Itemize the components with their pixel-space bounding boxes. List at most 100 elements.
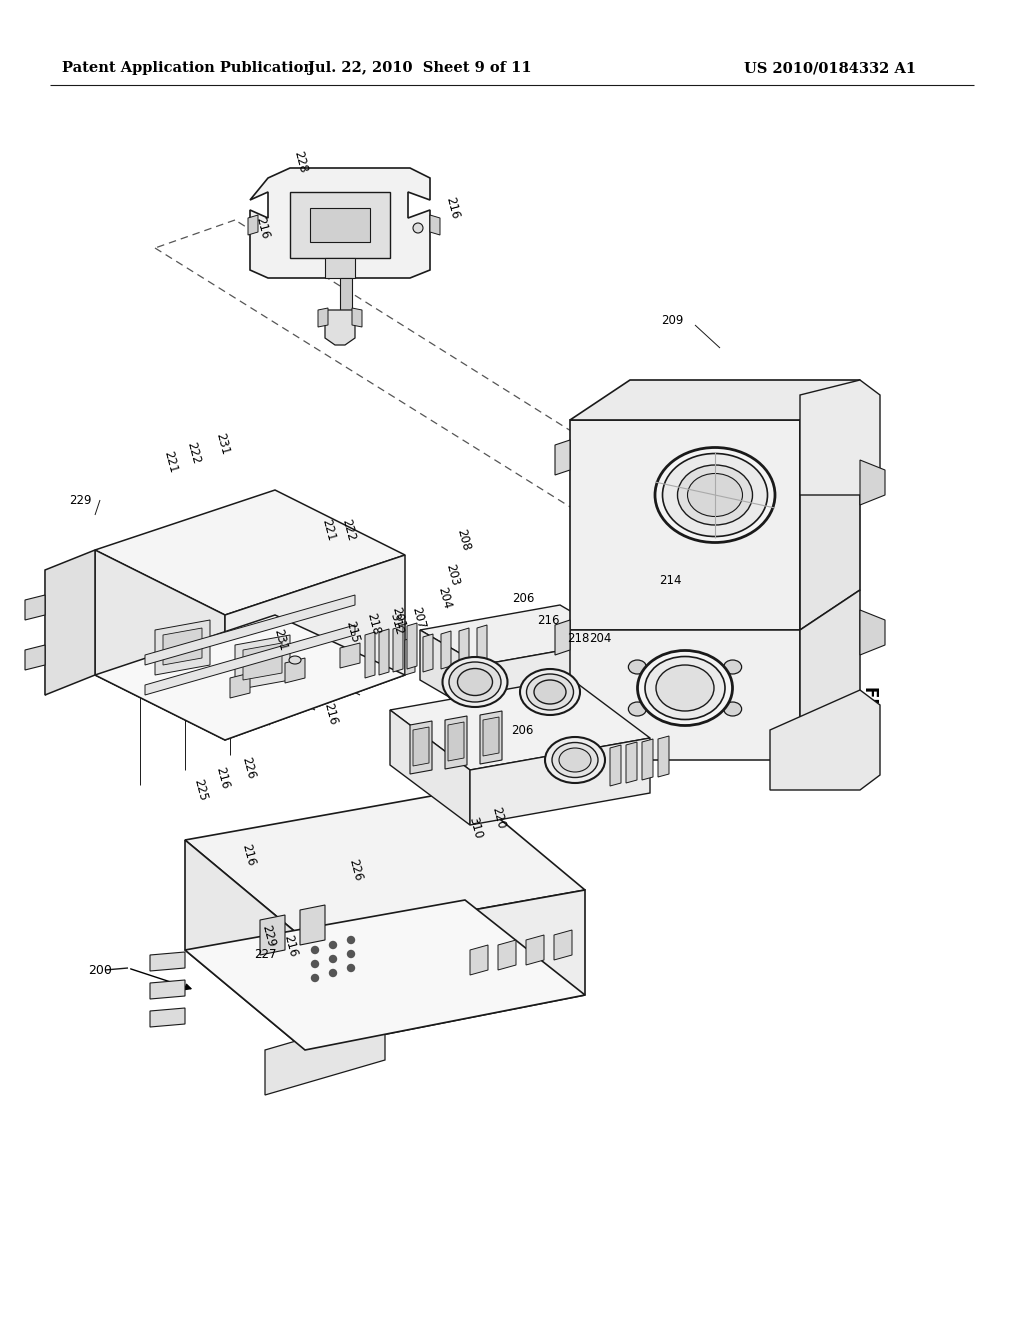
Circle shape <box>347 936 354 944</box>
Text: 218: 218 <box>567 631 589 644</box>
Text: 206: 206 <box>511 723 534 737</box>
Text: Jul. 22, 2010  Sheet 9 of 11: Jul. 22, 2010 Sheet 9 of 11 <box>308 61 531 75</box>
Polygon shape <box>526 935 544 965</box>
Text: 200: 200 <box>88 964 112 977</box>
Text: 204: 204 <box>435 586 454 610</box>
Text: 201: 201 <box>389 606 408 631</box>
Text: 229: 229 <box>259 924 278 949</box>
Polygon shape <box>265 1015 385 1096</box>
Ellipse shape <box>629 702 646 715</box>
Polygon shape <box>430 215 440 235</box>
Polygon shape <box>365 632 375 678</box>
Ellipse shape <box>534 680 566 704</box>
Polygon shape <box>423 634 433 672</box>
Polygon shape <box>570 420 800 630</box>
Polygon shape <box>413 727 429 766</box>
Ellipse shape <box>638 651 732 726</box>
Polygon shape <box>260 915 285 954</box>
Text: 231: 231 <box>213 432 231 457</box>
Polygon shape <box>230 673 250 698</box>
Ellipse shape <box>724 660 741 675</box>
Polygon shape <box>658 737 669 777</box>
Ellipse shape <box>687 474 742 516</box>
Text: 216: 216 <box>253 215 271 240</box>
Polygon shape <box>234 635 290 690</box>
Circle shape <box>311 946 318 953</box>
Polygon shape <box>310 209 370 242</box>
Circle shape <box>330 956 337 962</box>
Text: Patent Application Publication: Patent Application Publication <box>62 61 314 75</box>
Polygon shape <box>390 710 470 825</box>
Text: 227: 227 <box>254 949 276 961</box>
Polygon shape <box>410 721 432 774</box>
Polygon shape <box>325 257 355 279</box>
Text: 221: 221 <box>161 449 179 475</box>
Text: 204: 204 <box>589 631 611 644</box>
Polygon shape <box>95 490 406 615</box>
Polygon shape <box>300 906 325 945</box>
Ellipse shape <box>458 668 493 696</box>
Polygon shape <box>150 979 185 999</box>
Text: 218: 218 <box>364 611 382 636</box>
Ellipse shape <box>289 656 301 664</box>
Text: 231: 231 <box>270 627 289 652</box>
Text: 216: 216 <box>281 933 299 958</box>
Ellipse shape <box>552 742 598 777</box>
Polygon shape <box>185 900 585 1049</box>
Circle shape <box>347 965 354 972</box>
Polygon shape <box>470 945 488 975</box>
Polygon shape <box>860 610 885 655</box>
Polygon shape <box>95 550 225 741</box>
Polygon shape <box>185 840 305 1049</box>
Text: 225: 225 <box>190 777 209 803</box>
Text: 208: 208 <box>454 528 472 553</box>
Polygon shape <box>45 550 95 696</box>
Text: 216: 216 <box>442 195 461 220</box>
Polygon shape <box>800 380 880 495</box>
Ellipse shape <box>656 665 714 711</box>
Polygon shape <box>318 308 328 327</box>
Polygon shape <box>800 590 860 760</box>
Polygon shape <box>150 1008 185 1027</box>
Polygon shape <box>470 738 650 825</box>
Polygon shape <box>163 628 202 665</box>
Text: 214: 214 <box>658 573 681 586</box>
Ellipse shape <box>645 656 725 719</box>
Text: 312: 312 <box>387 611 406 636</box>
Polygon shape <box>225 554 406 741</box>
Polygon shape <box>626 742 637 783</box>
Text: 310: 310 <box>466 816 484 841</box>
Polygon shape <box>642 739 653 780</box>
Polygon shape <box>610 744 621 785</box>
Polygon shape <box>770 690 880 789</box>
Text: 222: 222 <box>339 517 357 543</box>
Polygon shape <box>25 645 45 671</box>
Polygon shape <box>145 624 355 696</box>
Text: 220: 220 <box>488 805 507 830</box>
Polygon shape <box>290 191 390 257</box>
Polygon shape <box>477 624 487 663</box>
Polygon shape <box>554 931 572 960</box>
Text: 226: 226 <box>239 755 257 780</box>
Polygon shape <box>459 628 469 667</box>
Polygon shape <box>340 643 360 668</box>
Text: 226: 226 <box>346 858 365 883</box>
Text: 216: 216 <box>321 701 339 726</box>
Polygon shape <box>248 215 258 235</box>
Text: FIG. 6A: FIG. 6A <box>861 686 879 754</box>
Text: 216: 216 <box>213 766 231 791</box>
Polygon shape <box>570 630 800 760</box>
Text: 206: 206 <box>512 591 535 605</box>
Polygon shape <box>379 630 389 675</box>
Polygon shape <box>393 626 403 672</box>
Text: 222: 222 <box>184 441 202 466</box>
Circle shape <box>311 961 318 968</box>
Polygon shape <box>480 640 620 715</box>
Text: 228: 228 <box>291 149 309 174</box>
Polygon shape <box>480 711 502 764</box>
Polygon shape <box>340 279 352 310</box>
Polygon shape <box>305 890 585 1049</box>
Polygon shape <box>145 595 355 665</box>
Ellipse shape <box>526 675 573 710</box>
Ellipse shape <box>678 465 753 525</box>
